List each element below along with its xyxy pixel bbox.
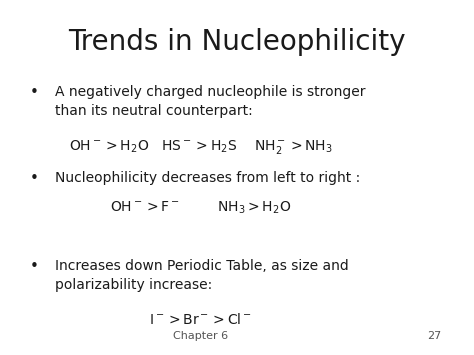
Text: Nucleophilicity decreases from left to right :: Nucleophilicity decreases from left to r… [55, 171, 360, 185]
Text: Increases down Periodic Table, as size and
polarizability increase:: Increases down Periodic Table, as size a… [55, 259, 349, 292]
Text: $\mathregular{I^- > Br^- > Cl^-}$: $\mathregular{I^- > Br^- > Cl^-}$ [149, 312, 252, 327]
Text: $\mathregular{OH^- > F^-\ \ \ \ \ \ \ \ NH_3 > H_2O}$: $\mathregular{OH^- > F^-\ \ \ \ \ \ \ \ … [110, 200, 291, 216]
Text: A negatively charged nucleophile is stronger
than its neutral counterpart:: A negatively charged nucleophile is stro… [55, 86, 365, 119]
Text: Trends in Nucleophilicity: Trends in Nucleophilicity [68, 28, 406, 55]
Text: •: • [30, 86, 39, 100]
Text: $\mathregular{OH^- > H_2O\ \ \ HS^- > H_2S\ \ \ \ NH_2^- > NH_3}$: $\mathregular{OH^- > H_2O\ \ \ HS^- > H_… [69, 138, 332, 156]
Text: 27: 27 [428, 331, 442, 341]
Text: •: • [30, 171, 39, 186]
Text: Chapter 6: Chapter 6 [173, 331, 228, 341]
Text: •: • [30, 259, 39, 274]
